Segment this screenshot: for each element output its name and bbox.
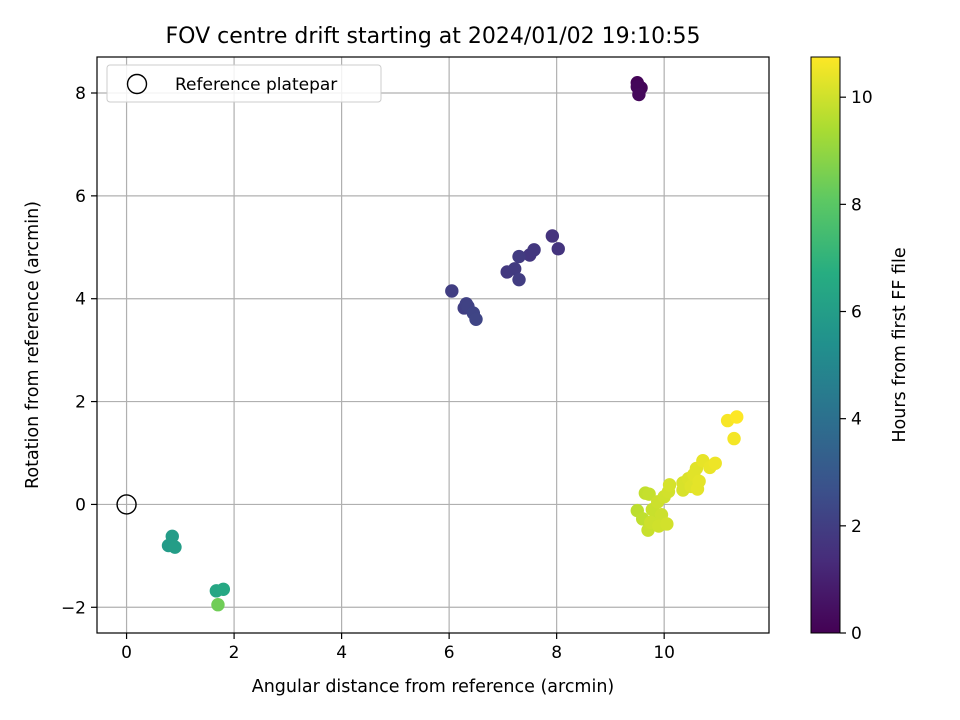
legend-box: [106, 64, 382, 103]
data-point: [692, 474, 706, 488]
colorbar-tick-label: 0: [851, 624, 862, 644]
data-point: [662, 478, 677, 492]
data-point: [642, 487, 656, 501]
colorbar-label: Hours from first FF file: [890, 247, 910, 442]
chart-title: FOV centre drift starting at 2024/01/02 …: [166, 24, 701, 49]
data-point: [445, 284, 459, 298]
y-tick-label: 2: [75, 393, 86, 413]
plot-area-frame: [96, 56, 770, 634]
data-point: [512, 272, 526, 287]
legend-entry-label: Reference platepar: [175, 75, 337, 95]
colorbar-tick-label: 10: [851, 88, 873, 108]
x-tick-label: 0: [121, 643, 132, 663]
colorbar-tick-label: 8: [851, 195, 862, 215]
data-point: [512, 249, 526, 264]
data-points: [116, 76, 744, 612]
data-point: [632, 87, 646, 102]
colorbar-tick-label: 6: [851, 303, 862, 323]
y-tick-label: 8: [75, 84, 86, 104]
data-point: [211, 598, 225, 612]
grid-lines: [97, 57, 769, 633]
x-tick-label: 6: [444, 643, 455, 663]
data-point: [545, 229, 560, 243]
x-tick-label: 4: [336, 643, 347, 663]
data-point: [508, 262, 522, 276]
y-tick-label: 0: [75, 495, 86, 515]
data-point: [730, 410, 744, 424]
y-tick-label: −2: [61, 598, 86, 618]
colorbar-tick-label: 4: [851, 410, 862, 430]
data-point: [527, 243, 541, 257]
data-point: [727, 431, 741, 446]
x-axis-label: Angular distance from reference (arcmin): [252, 677, 615, 697]
data-point: [168, 540, 182, 554]
x-tick-label: 10: [653, 643, 675, 663]
data-point: [216, 582, 231, 596]
data-point: [660, 517, 674, 531]
colorbar-gradient: [810, 56, 841, 634]
reference-point-marker: [116, 494, 137, 515]
colorbar-tick-label: 2: [851, 517, 862, 537]
data-point: [708, 456, 722, 470]
legend: Reference platepar: [106, 64, 382, 103]
data-point: [165, 529, 179, 544]
legend-open-circle-marker: [126, 73, 148, 95]
colorbar-ticks: 0 2 4 6 8 10: [840, 88, 873, 644]
x-tick-label: 2: [229, 643, 240, 663]
y-tick-label: 6: [75, 187, 86, 207]
y-axis-ticks: −2 0 2 4 6 8: [61, 84, 97, 618]
x-tick-label: 8: [551, 643, 562, 663]
data-point: [469, 312, 483, 326]
y-tick-label: 4: [75, 290, 86, 310]
data-point: [551, 242, 565, 256]
x-axis-ticks: 0 2 4 6 8 10: [121, 633, 675, 663]
colorbar: 0 2 4 6 8 10 Hours from first FF file: [810, 56, 910, 644]
y-axis-label: Rotation from reference (arcmin): [23, 201, 43, 489]
